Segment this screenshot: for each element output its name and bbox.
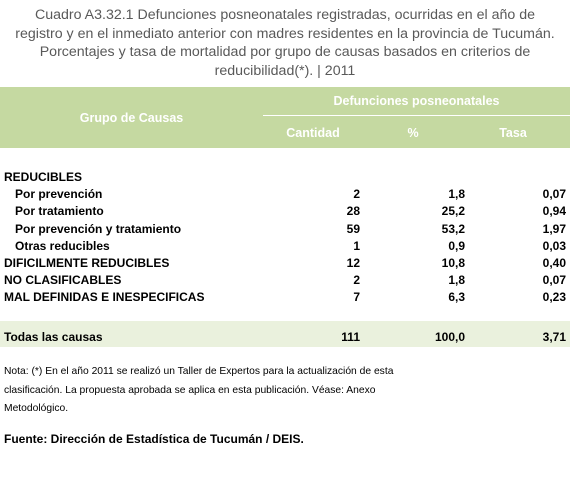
cell-rate: 0,07 (542, 187, 566, 202)
cell-pct: 1,8 (448, 273, 465, 288)
total-qty: 111 (341, 330, 360, 344)
cell-pct: 6,3 (448, 290, 465, 305)
cell-pct: 0,9 (448, 238, 465, 253)
column-header-group: Grupo de Causas (79, 111, 184, 125)
cell-rate: 0,40 (542, 255, 566, 270)
cell-pct: 1,8 (448, 187, 465, 202)
column-header-span: Defunciones posneonatales (333, 94, 500, 108)
footnote: Nota: (*) En el año 2011 se realizó un T… (4, 363, 424, 419)
total-rate: 3,71 (542, 330, 566, 344)
row-label: NO CLASIFICABLES (4, 273, 122, 288)
column-header-pct: % (407, 126, 419, 140)
cell-qty: 2 (353, 187, 360, 202)
total-pct: 100,0 (434, 330, 465, 344)
row-label: MAL DEFINIDAS E INESPECIFICAS (4, 290, 205, 305)
table-header: Grupo de Causas Defunciones posneonatale… (0, 87, 570, 148)
cell-rate: 0,07 (542, 273, 566, 288)
cell-qty: 12 (346, 255, 360, 270)
cell-qty: 7 (353, 290, 360, 305)
title-line: Cuadro A3.32.1 Defunciones posneonatales… (34, 7, 536, 23)
cell-qty: 1 (353, 238, 360, 253)
column-header-qty: Cantidad (286, 126, 340, 140)
title-line: registro y en el inmediato anterior con … (15, 25, 555, 42)
row-label: Otras reducibles (15, 238, 110, 253)
total-row: Todas las causas 111 100,0 3,71 (0, 321, 570, 347)
row-label: Por prevención (15, 187, 103, 202)
table-row: Por prevención 2 1,8 0,07 (0, 186, 570, 203)
total-label: Todas las causas (4, 330, 103, 344)
footnote-line: Nota: (*) En el año 2011 se realizó un T… (4, 366, 394, 377)
footnote-line: clasificación. La propuesta aprobada se … (4, 384, 376, 396)
header-divider (263, 115, 570, 116)
table-row: Por prevención y tratamiento 59 53,2 1,9… (0, 221, 570, 238)
table-row: MAL DEFINIDAS E INESPECIFICAS 7 6,3 0,23 (0, 289, 570, 306)
title-line: reducibilidad(*). | 2011 (214, 62, 356, 79)
row-label: Por tratamiento (15, 204, 104, 219)
cell-pct: 10,8 (441, 255, 465, 270)
cell-rate: 1,97 (542, 221, 566, 236)
cell-rate: 0,03 (542, 238, 566, 253)
table-row: REDUCIBLES (0, 169, 570, 186)
table-row: DIFICILMENTE REDUCIBLES 12 10,8 0,40 (0, 255, 570, 272)
table-row: Otras reducibles 1 0,9 0,03 (0, 238, 570, 255)
cell-pct: 53,2 (441, 221, 465, 236)
row-label: REDUCIBLES (4, 170, 83, 184)
cell-qty: 28 (346, 204, 360, 219)
table-body: REDUCIBLES Por prevención 2 1,8 0,07 Por… (0, 169, 570, 307)
cell-qty: 59 (346, 221, 360, 236)
cell-rate: 0,94 (542, 204, 566, 219)
table-row: NO CLASIFICABLES 2 1,8 0,07 (0, 272, 570, 289)
table-title: Cuadro A3.32.1 Defunciones posneonatales… (0, 6, 570, 80)
source-note: Fuente: Dirección de Estadística de Tucu… (4, 432, 304, 446)
cell-rate: 0,23 (542, 290, 566, 305)
column-header-rate: Tasa (499, 126, 527, 140)
row-label: DIFICILMENTE REDUCIBLES (4, 255, 170, 270)
cell-pct: 25,2 (441, 204, 465, 219)
title-line: Porcentajes y tasa de mortalidad por gru… (39, 44, 531, 60)
cell-qty: 2 (353, 273, 360, 288)
table-row: Por tratamiento 28 25,2 0,94 (0, 203, 570, 220)
row-label: Por prevención y tratamiento (15, 221, 182, 236)
footnote-line: Metodológico. (4, 403, 69, 414)
